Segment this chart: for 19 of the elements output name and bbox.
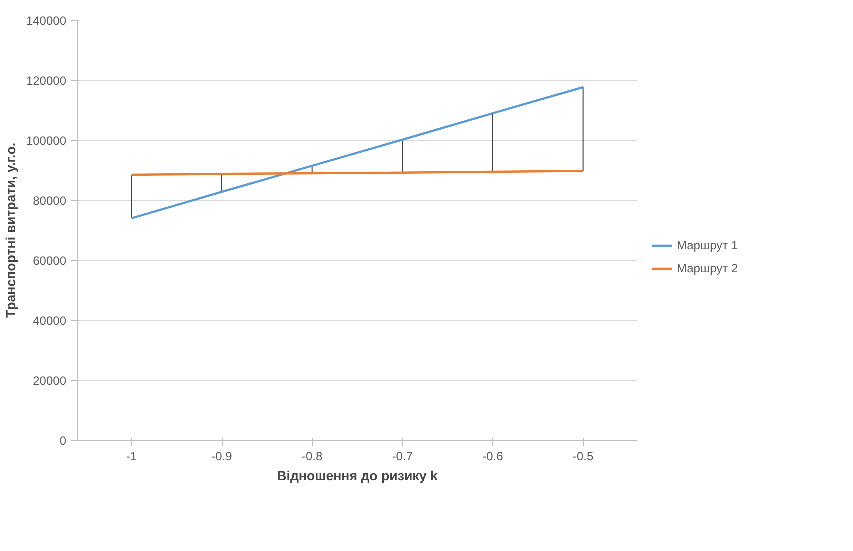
legend-label: Маршрут 1 <box>677 238 738 252</box>
x-tick-label: -0.7 <box>392 450 414 464</box>
x-tick-label: -1 <box>126 450 138 464</box>
x-tick-label: -0.5 <box>572 450 594 464</box>
x-tick-label: -0.6 <box>482 450 504 464</box>
y-tick-label: 0 <box>60 434 67 448</box>
y-tick-label: 40000 <box>33 314 67 328</box>
y-tick-label: 120000 <box>26 74 67 88</box>
y-tick-label: 140000 <box>26 14 67 28</box>
legend-label: Маршрут 2 <box>677 262 738 276</box>
line-series <box>130 86 584 220</box>
y-axis-title: Транспортні витрати, у.г.о. <box>3 142 18 318</box>
x-tick-label: -0.8 <box>302 450 324 464</box>
x-tick-label: -0.9 <box>212 450 233 464</box>
y-tick-label: 60000 <box>33 254 67 268</box>
y-tick-label: 80000 <box>33 194 67 208</box>
x-axis-title: Відношення до ризику k <box>277 468 438 484</box>
y-tick-label: 20000 <box>33 374 67 388</box>
y-tick-label: 100000 <box>26 134 67 148</box>
